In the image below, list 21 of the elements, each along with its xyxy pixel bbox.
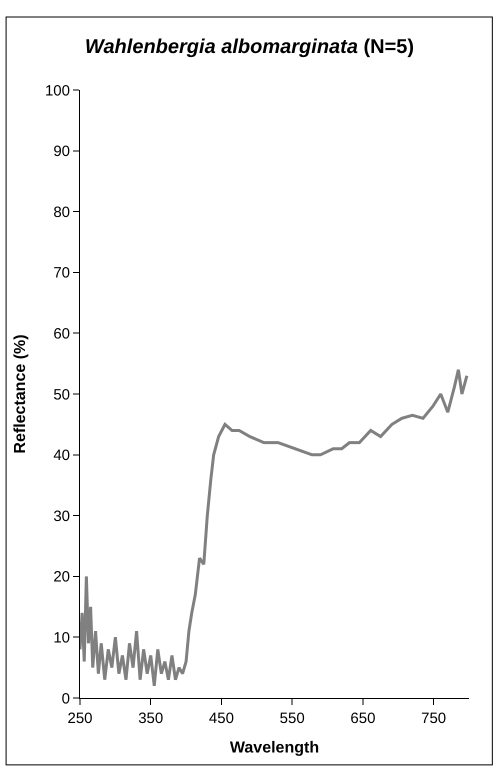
- y-axis-title: Reflectance (%): [12, 334, 29, 454]
- x-axis-title: Wavelength: [230, 740, 320, 757]
- y-tick-label: 50: [53, 386, 70, 404]
- line-series: [80, 368, 468, 688]
- x-tick-label: 250: [67, 710, 93, 727]
- y-tick-label: 70: [53, 264, 70, 282]
- y-tick-label: 80: [53, 204, 70, 221]
- y-tick-label: 90: [53, 143, 70, 160]
- y-tick-label: 30: [53, 508, 70, 525]
- x-tick-label: 550: [280, 710, 305, 727]
- chart-title: Wahlenbergia albomarginata (N=5): [84, 36, 414, 58]
- y-tick-label: 60: [53, 325, 70, 342]
- y-tick-label: 20: [53, 568, 70, 586]
- x-tick-label: 350: [138, 710, 164, 727]
- y-tick-label: 100: [44, 82, 70, 100]
- y-tick-label: 10: [53, 629, 70, 646]
- x-tick-label: 650: [350, 710, 376, 727]
- y-tick-label: 0: [62, 690, 70, 708]
- x-tick-label: 450: [208, 710, 234, 727]
- x-tick-label: 750: [421, 710, 446, 727]
- y-tick-label: 40: [53, 447, 70, 464]
